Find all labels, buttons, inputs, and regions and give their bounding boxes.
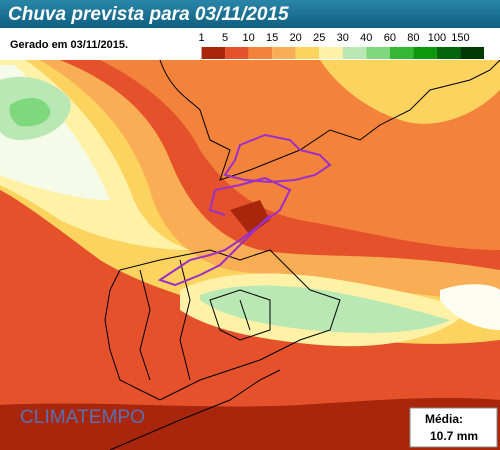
legend-swatch — [248, 47, 273, 59]
legend-label: 30 — [337, 32, 349, 44]
legend-label: 25 — [313, 32, 325, 44]
legend: 1 5 10 15 20 25 30 40 60 80 100 150 — [178, 32, 484, 59]
legend-swatch — [342, 47, 367, 59]
legend-swatch — [460, 47, 484, 59]
legend-swatch — [319, 47, 343, 59]
legend-label: 40 — [360, 32, 372, 44]
legend-label: 100 — [428, 32, 446, 44]
legend-label: 80 — [407, 32, 419, 44]
legend-label: 5 — [222, 32, 228, 44]
legend-swatch — [178, 47, 202, 59]
legend-swatch — [436, 47, 461, 59]
average-value: 10.7 mm — [430, 429, 478, 443]
basin-outline — [157, 133, 332, 287]
legend-swatch — [413, 47, 437, 59]
legend-swatch — [201, 47, 226, 59]
average-box — [409, 407, 498, 448]
legend-swatch — [225, 47, 249, 59]
legend-swatch — [389, 47, 414, 59]
average-label: Média: — [425, 412, 463, 426]
legend-label: 10 — [242, 32, 254, 44]
legend-label: 1 — [198, 32, 204, 44]
borders — [104, 59, 500, 450]
title: Chuva prevista para 03/11/2015 — [8, 4, 289, 25]
title-bar — [0, 0, 500, 28]
legend-swatch — [295, 47, 320, 59]
legend-swatch — [272, 47, 296, 59]
legend-label: 150 — [451, 32, 469, 44]
legend-label: 15 — [266, 32, 278, 44]
brand: CLIMATEMPO — [20, 407, 145, 428]
legend-swatch — [366, 47, 390, 59]
legend-label: 20 — [290, 32, 302, 44]
generated-date: Gerado em 03/11/2015. — [10, 39, 128, 51]
legend-label: 60 — [384, 32, 396, 44]
rain-map — [0, 60, 500, 450]
